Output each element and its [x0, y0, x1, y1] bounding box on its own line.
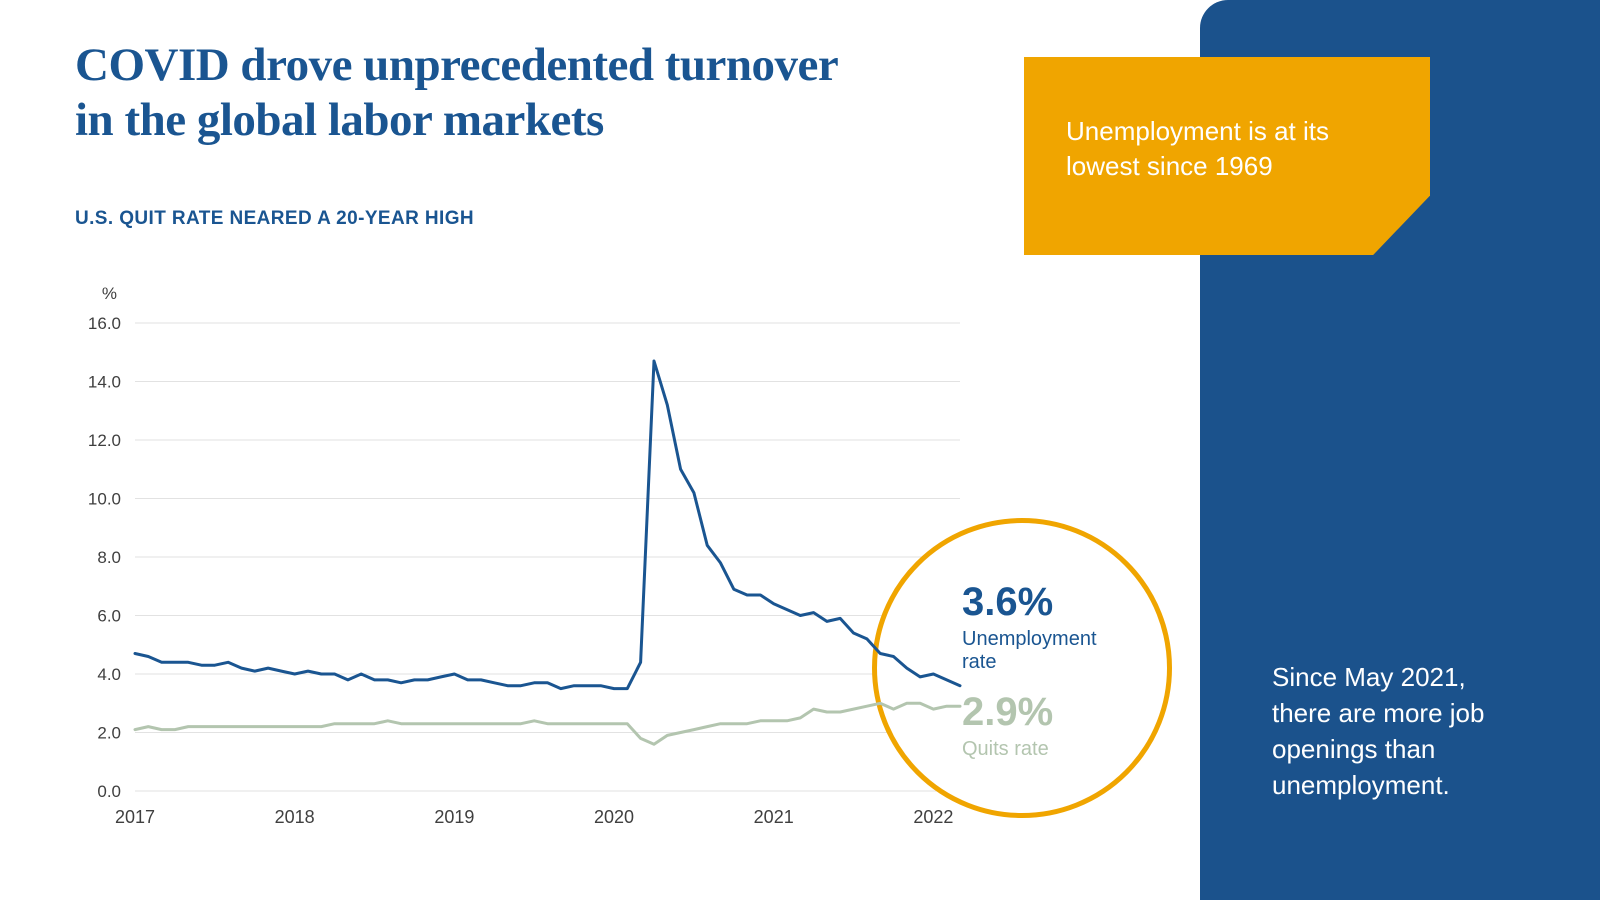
callout-text: Unemployment is at its lowest since 1969 [1066, 116, 1329, 182]
y-axis-tick-label: 0.0 [97, 782, 121, 801]
page-title-line2: in the global labor markets [75, 94, 604, 147]
y-axis-tick-label: 6.0 [97, 607, 121, 626]
unemployment-rate-value: 3.6% [962, 580, 1054, 624]
x-axis-tick-label: 2020 [594, 807, 634, 827]
y-axis-tick-label: 10.0 [88, 490, 121, 509]
callout-banner: Unemployment is at its lowest since 1969 [1024, 57, 1430, 255]
x-axis-tick-label: 2018 [275, 807, 315, 827]
unemployment-rate-label: Unemployment rate [962, 628, 1097, 673]
y-axis-tick-label: 8.0 [97, 548, 121, 567]
x-axis-tick-label: 2019 [434, 807, 474, 827]
y-axis-unit-label: % [102, 284, 117, 303]
page-title: COVID drove unprecedented turnover in th… [75, 38, 1055, 149]
y-axis-tick-label: 4.0 [97, 665, 121, 684]
quits-rate-value: 2.9% [962, 690, 1054, 734]
chart-subtitle: U.S. QUIT RATE NEARED A 20-YEAR HIGH [75, 208, 475, 229]
page-title-line1: COVID drove unprecedented turnover [75, 39, 839, 91]
sidebar-note: Since May 2021, there are more job openi… [1272, 662, 1485, 800]
annotation-text: 3.6% Unemployment rate 2.9% Quits rate [962, 580, 1127, 761]
y-axis-tick-label: 16.0 [88, 314, 121, 333]
x-axis-tick-label: 2021 [754, 807, 794, 827]
quit-rate-chart-grid: 16.0 14.0 12.0 10.0 8.0 6.0 4.0 2.0 0.0% 2017 2018… [88, 284, 960, 827]
y-axis-tick-label: 12.0 [88, 431, 121, 450]
y-axis-tick-label: 2.0 [97, 724, 121, 743]
x-axis-tick-label: 2017 [115, 807, 155, 827]
x-axis-tick-label: 2022 [913, 807, 953, 827]
y-axis-tick-label: 14.0 [88, 373, 121, 392]
quits-rate-label: Quits rate [962, 738, 1049, 760]
